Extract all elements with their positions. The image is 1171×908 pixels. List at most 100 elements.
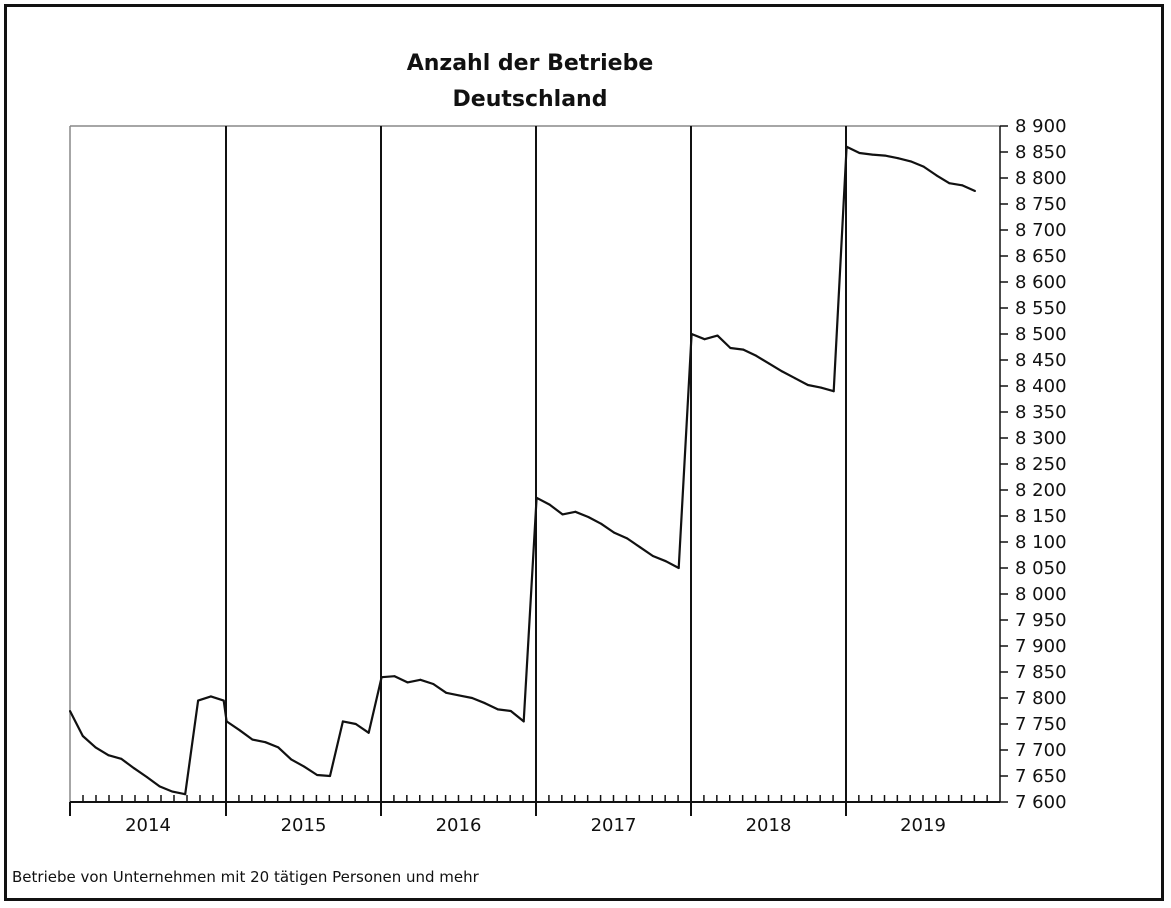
y-tick-label: 8 200: [1015, 480, 1067, 501]
data-point: [184, 793, 187, 796]
data-point: [406, 681, 409, 684]
data-point: [845, 145, 848, 148]
data-point: [548, 503, 551, 506]
data-point: [897, 157, 899, 160]
data-point: [690, 333, 693, 335]
y-tick-label: 8 700: [1015, 220, 1067, 241]
data-point: [858, 152, 861, 154]
data-point: [819, 386, 822, 389]
data-point: [794, 377, 796, 380]
data-point: [922, 165, 925, 168]
data-point: [354, 723, 357, 725]
data-point: [484, 702, 486, 705]
data-point: [639, 546, 641, 549]
y-tick-label: 8 150: [1015, 506, 1067, 527]
y-tick-label: 8 900: [1015, 116, 1067, 137]
data-point: [145, 776, 148, 778]
data-point: [303, 765, 306, 768]
data-point: [264, 741, 267, 744]
data-point: [600, 522, 603, 525]
data-point: [277, 746, 280, 749]
data-point: [367, 731, 370, 734]
data-point: [222, 699, 225, 702]
data-point: [458, 694, 461, 697]
data-point: [716, 334, 719, 337]
data-point: [781, 370, 784, 373]
data-point: [948, 182, 951, 185]
y-tick-label: 8 350: [1015, 402, 1067, 423]
y-tick-label: 8 800: [1015, 168, 1067, 189]
y-tick-label: 8 750: [1015, 194, 1067, 215]
data-point: [664, 560, 667, 563]
data-point: [225, 720, 228, 723]
data-point: [561, 513, 564, 516]
y-tick-label: 7 750: [1015, 714, 1067, 735]
data-point: [961, 184, 964, 187]
data-point: [884, 154, 887, 157]
data-point: [535, 496, 538, 499]
y-tick-label: 8 000: [1015, 584, 1067, 605]
data-point: [329, 775, 331, 777]
data-point: [380, 676, 383, 679]
data-point: [496, 708, 499, 711]
data-point: [677, 567, 680, 569]
data-point: [574, 510, 577, 513]
data-point: [209, 695, 212, 698]
data-point: [729, 347, 732, 349]
y-tick-label: 8 550: [1015, 298, 1067, 319]
data-point: [316, 774, 319, 776]
data-point: [341, 720, 344, 723]
data-point: [909, 160, 912, 163]
y-tick-label: 8 100: [1015, 532, 1067, 553]
data-point: [471, 697, 474, 699]
y-tick-label: 8 300: [1015, 428, 1067, 449]
data-point: [445, 691, 448, 694]
y-tick-label: 7 700: [1015, 740, 1067, 761]
y-tick-label: 7 800: [1015, 688, 1067, 709]
y-tick-label: 7 900: [1015, 636, 1067, 657]
y-tick-label: 8 600: [1015, 272, 1067, 293]
data-point: [107, 754, 110, 757]
data-point: [251, 738, 254, 741]
footnote: Betriebe von Unternehmen mit 20 tätigen …: [12, 868, 479, 886]
y-tick-label: 8 250: [1015, 454, 1067, 475]
y-tick-label: 7 950: [1015, 610, 1067, 631]
series-line: [69, 145, 976, 796]
chart-title: Anzahl der Betriebe: [406, 51, 654, 76]
data-point: [94, 746, 97, 749]
data-point: [587, 516, 590, 518]
y-tick-label: 8 650: [1015, 246, 1067, 267]
data-point: [755, 354, 758, 357]
y-tick-label: 8 450: [1015, 350, 1067, 371]
y-tick-label: 8 500: [1015, 324, 1067, 345]
data-point: [171, 790, 174, 793]
data-point: [133, 767, 135, 770]
data-point: [419, 678, 422, 681]
data-point: [626, 537, 629, 540]
data-point: [197, 699, 200, 702]
data-point: [290, 758, 293, 761]
y-tick-label: 8 050: [1015, 558, 1067, 579]
data-point: [806, 384, 809, 386]
y-tick-label: 8 400: [1015, 376, 1067, 397]
data-point: [935, 174, 938, 177]
chart-subtitle: Deutschland: [452, 87, 608, 112]
y-tick-label: 7 650: [1015, 766, 1067, 787]
data-point: [974, 190, 976, 192]
data-point: [69, 710, 71, 712]
data-point: [742, 348, 745, 351]
data-point: [393, 675, 396, 678]
data-point: [158, 785, 161, 788]
data-point: [832, 390, 835, 393]
x-tick-label: 2016: [436, 815, 482, 836]
x-tick-label: 2017: [591, 815, 637, 836]
x-tick-label: 2018: [746, 815, 792, 836]
y-tick-label: 7 850: [1015, 662, 1067, 683]
y-tick-label: 8 850: [1015, 142, 1067, 163]
data-point: [703, 338, 706, 341]
data-point: [509, 710, 512, 712]
data-point: [871, 153, 874, 156]
chart-frame: [4, 4, 1164, 901]
y-tick-label: 7 600: [1015, 792, 1067, 813]
